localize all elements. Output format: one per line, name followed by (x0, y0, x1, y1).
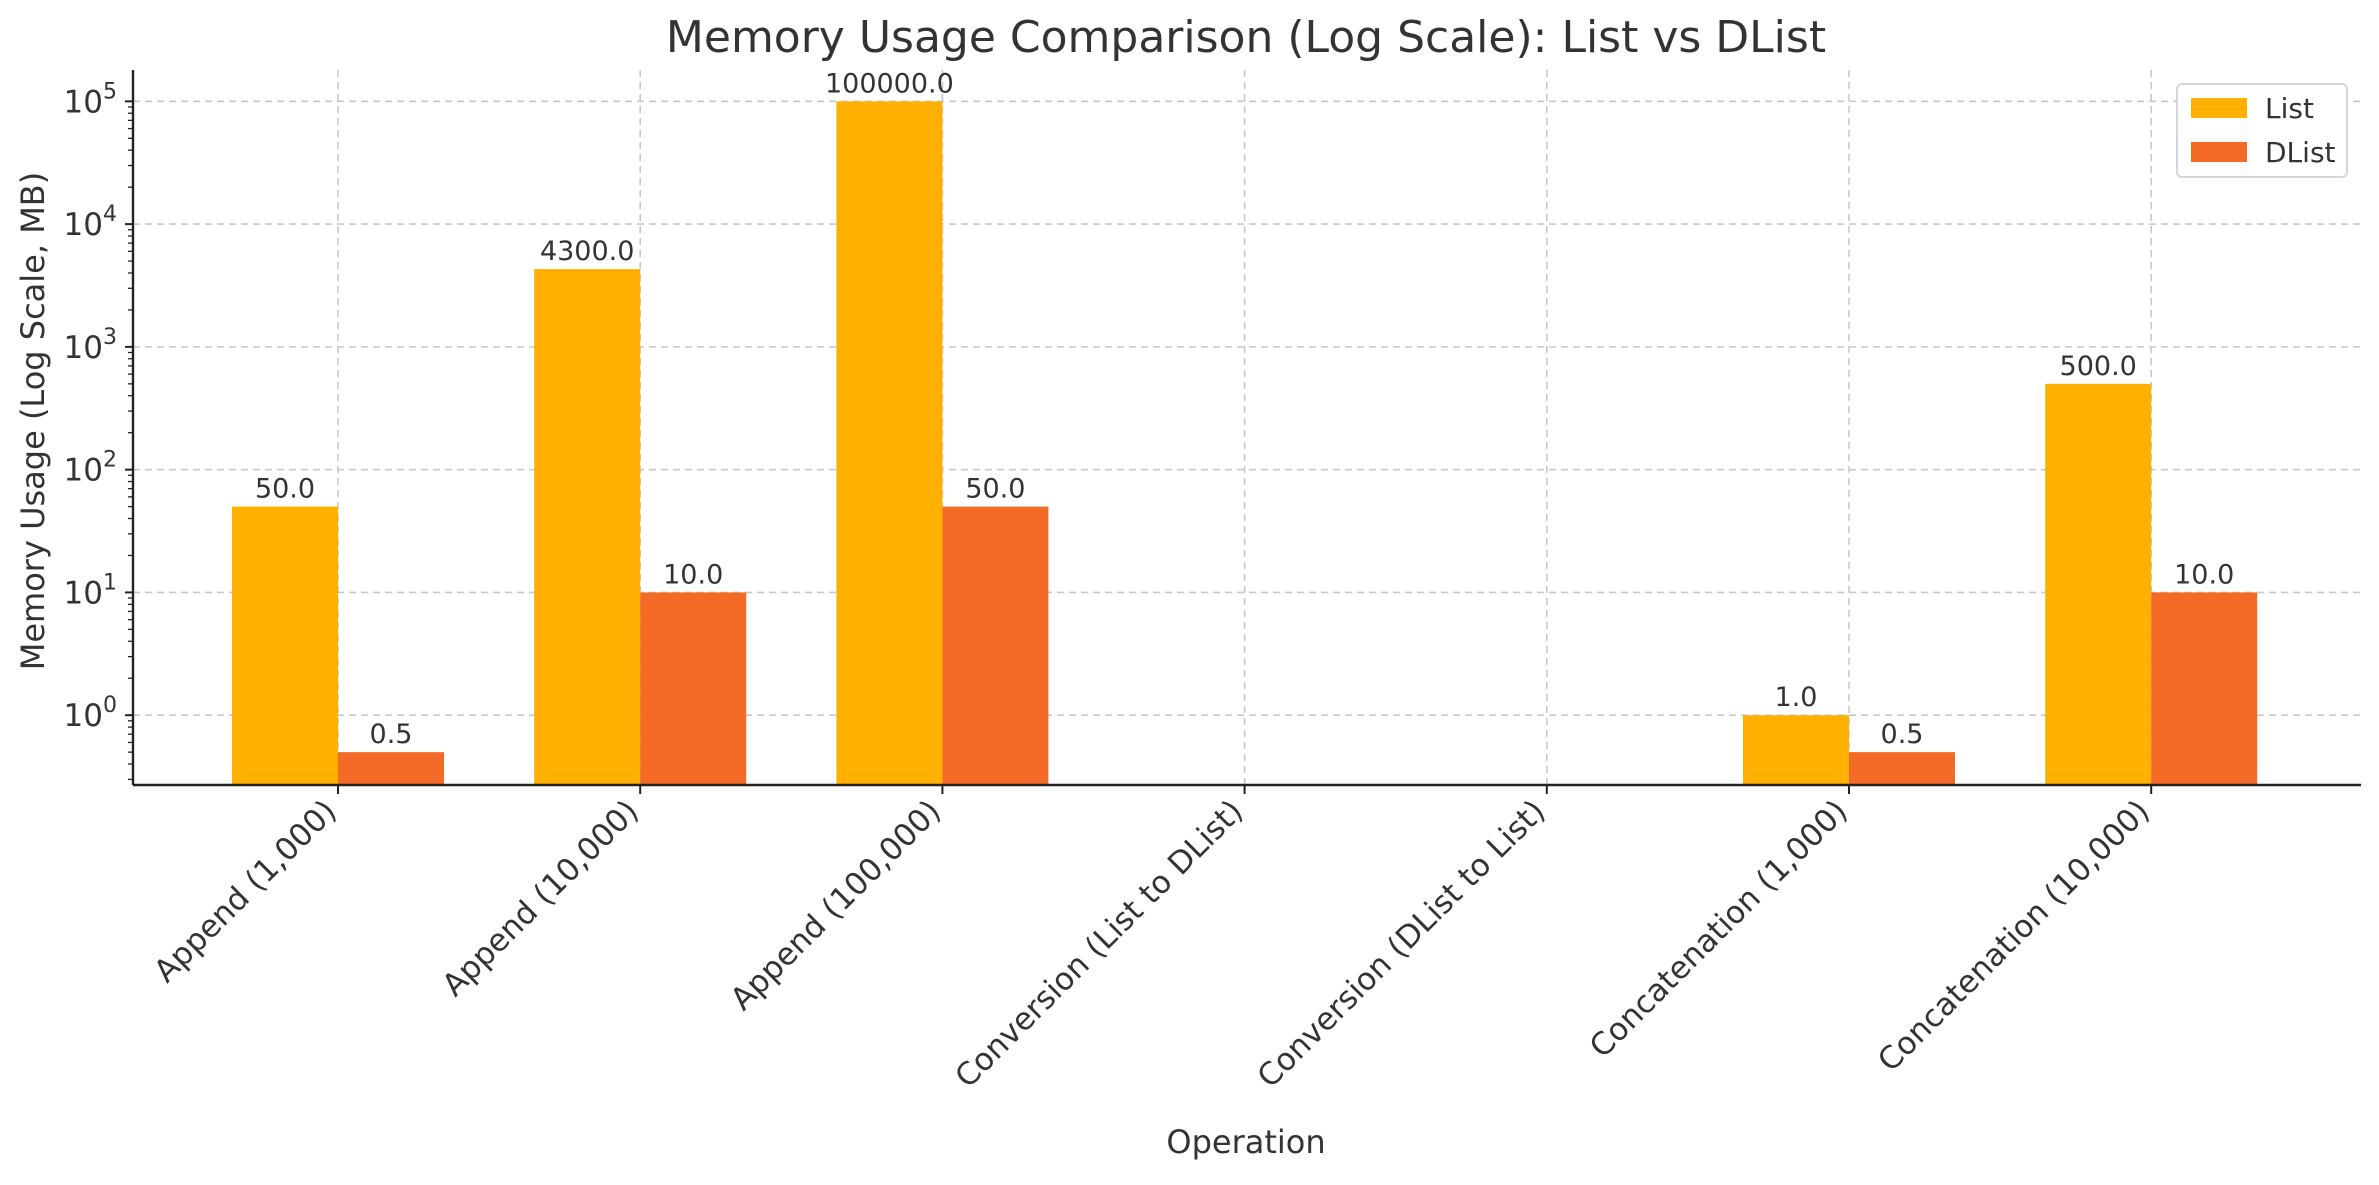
y-tick-label-5: 105 (64, 79, 117, 120)
bar-label-list-1: 4300.0 (540, 236, 634, 267)
y-tick-label-3: 103 (64, 325, 117, 366)
x-axis-label: Operation (1166, 1123, 1325, 1161)
x-tick-label-4: Conversion (DList to List) (1251, 793, 1553, 1095)
bars (232, 101, 2258, 786)
x-tick-label-0: Append (1,000) (147, 793, 343, 989)
bar-label-list-5: 1.0 (1775, 682, 1818, 713)
y-tick-label-1: 101 (64, 570, 117, 611)
legend: List DList (2176, 83, 2348, 178)
bar-dlist-5 (1849, 752, 1955, 785)
bar-list-2 (836, 101, 943, 786)
x-tick-label-1: Append (10,000) (436, 793, 646, 1003)
y-axis-label: Memory Usage (Log Scale, MB) (14, 172, 52, 670)
bar-dlist-2 (942, 506, 1049, 785)
legend-swatch-dlist (2191, 142, 2247, 162)
y-tick-label-0: 100 (64, 693, 117, 734)
x-tick-label-2: Append (100,000) (724, 793, 948, 1017)
legend-label-dlist: DList (2265, 136, 2336, 169)
bar-label-dlist-0: 0.5 (370, 719, 413, 750)
bar-label-list-0: 50.0 (255, 474, 315, 505)
bar-list-0 (232, 506, 338, 785)
bar-label-dlist-6: 10.0 (2174, 559, 2234, 590)
x-tick-label-5: Concatenation (1,000) (1583, 793, 1855, 1065)
bar-label-dlist-2: 50.0 (965, 474, 1025, 505)
grid-lines (133, 70, 2361, 785)
x-tick-label-6: Concatenation (10,000) (1871, 793, 2157, 1079)
bar-list-5 (1743, 715, 1849, 785)
bar-list-6 (2045, 383, 2152, 785)
bar-label-dlist-5: 0.5 (1881, 719, 1924, 750)
legend-label-list: List (2265, 92, 2314, 125)
x-tick-label-3: Conversion (List to DList) (948, 793, 1250, 1095)
bar-value-labels: 50.0 4300.0 100000.0 1.0 500.0 0.5 10.0 50.0 0.5… (255, 68, 2234, 750)
bar-list-1 (534, 269, 641, 785)
legend-swatch-list (2191, 98, 2247, 118)
bar-label-list-6: 500.0 (2060, 351, 2137, 382)
bar-dlist-1 (640, 592, 747, 785)
y-tick-label-4: 104 (64, 202, 117, 243)
bar-label-dlist-1: 10.0 (663, 559, 723, 590)
y-tick-label-2: 102 (64, 448, 117, 489)
bar-dlist-0 (338, 752, 444, 785)
bar-label-list-2: 100000.0 (825, 68, 954, 99)
axes: 100 101 102 103 104 105 Append (1,000) Append (… (64, 70, 2361, 1095)
chart-title: Memory Usage Comparison (Log Scale): Lis… (666, 12, 1826, 63)
bar-dlist-6 (2151, 592, 2258, 785)
